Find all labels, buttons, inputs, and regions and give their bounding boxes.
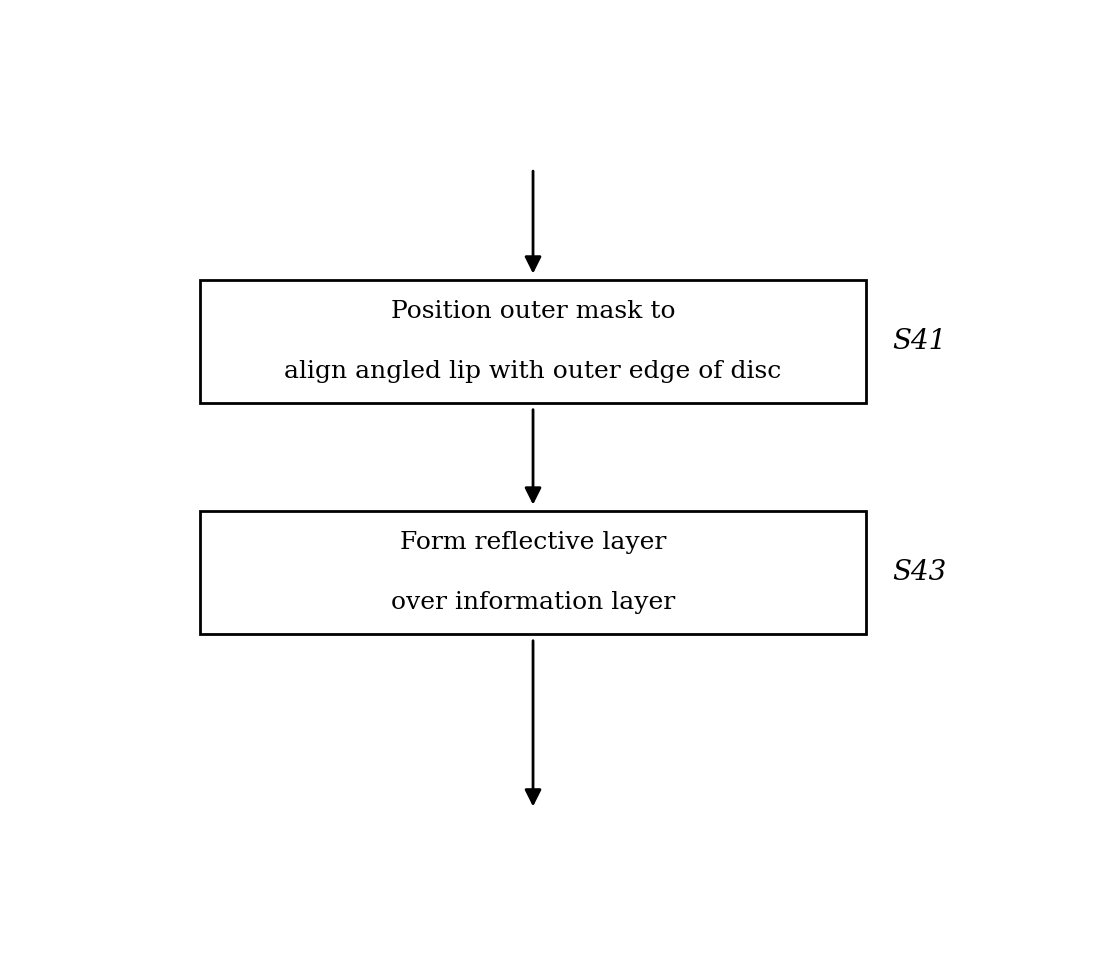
Text: S43: S43 bbox=[892, 560, 946, 587]
Bar bbox=[200, 280, 866, 403]
Bar bbox=[200, 511, 866, 634]
Text: Form reflective layer: Form reflective layer bbox=[400, 531, 666, 555]
Text: over information layer: over information layer bbox=[391, 591, 675, 614]
Text: Position outer mask to: Position outer mask to bbox=[391, 300, 675, 323]
Text: align angled lip with outer edge of disc: align angled lip with outer edge of disc bbox=[285, 360, 781, 383]
Text: S41: S41 bbox=[892, 328, 946, 355]
